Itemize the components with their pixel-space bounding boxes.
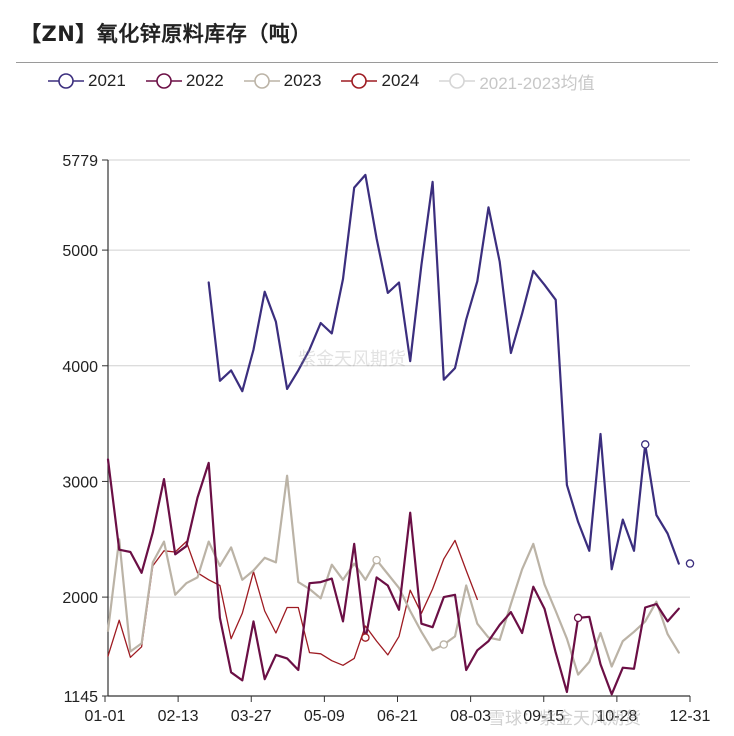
y-tick-label: 4000 xyxy=(62,359,98,376)
legend-item-2022[interactable]: 2022 xyxy=(145,69,224,93)
swatch-marker xyxy=(58,73,74,89)
swatch-marker xyxy=(449,73,466,89)
series-marker-2023 xyxy=(372,555,381,565)
chart-title: 【ZN】氧化锌原料库存（吨） xyxy=(20,22,312,46)
legend-swatch-2022 xyxy=(145,73,182,89)
legend-swatch-2023 xyxy=(243,73,280,89)
series-marker-2021 xyxy=(685,559,695,568)
x-tick-label: 06-21 xyxy=(377,708,418,725)
y-tick-label: 2000 xyxy=(62,590,98,607)
x-tick-label: 03-27 xyxy=(231,708,272,725)
legend-item-2024[interactable]: 2024 xyxy=(341,69,419,93)
series-marker-2023 xyxy=(439,640,449,649)
series-line-2021 xyxy=(207,173,680,571)
y-tick-label: 5000 xyxy=(62,243,98,260)
swatch-marker xyxy=(253,73,270,89)
y-tick-label: 5779 xyxy=(62,153,98,170)
y-tick-label: 3000 xyxy=(62,474,98,491)
x-tick-label: 09-15 xyxy=(523,708,564,725)
title-divider xyxy=(16,62,718,63)
legend-label-average: 2021-2023均值 xyxy=(479,73,595,93)
series-marker-2022 xyxy=(573,613,583,623)
series-line-2023 xyxy=(106,474,680,676)
legend-label-2024: 2024 xyxy=(381,71,420,90)
legend-label-2023: 2023 xyxy=(283,71,322,90)
series-marker-2021 xyxy=(640,440,650,449)
legend-item-2021[interactable]: 2021 xyxy=(48,69,126,93)
x-tick-label: 01-01 xyxy=(85,708,126,725)
x-tick-label: 08-03 xyxy=(450,708,491,725)
legend-swatch-2021 xyxy=(48,73,84,89)
legend-swatch-average xyxy=(439,73,476,89)
x-tick-label: 05-09 xyxy=(304,708,345,725)
legend-label-2021: 2021 xyxy=(88,71,126,90)
swatch-marker xyxy=(351,73,368,89)
y-tick-label: 1145 xyxy=(64,689,99,706)
x-tick-label: 12-31 xyxy=(670,708,711,725)
series-marker-2024 xyxy=(361,633,370,642)
series-line-2024 xyxy=(107,539,478,666)
x-tick-label: 02-13 xyxy=(158,708,199,725)
chart-legend: 2021 2022 2023 2024 2021-2023均值 xyxy=(48,68,615,94)
legend-swatch-2024 xyxy=(341,73,378,89)
series-line-2022 xyxy=(106,458,680,696)
swatch-marker xyxy=(156,73,172,89)
legend-label-2022: 2022 xyxy=(185,71,224,90)
x-tick-label: 10-28 xyxy=(596,708,637,725)
legend-item-2023[interactable]: 2023 xyxy=(243,69,322,93)
legend-item-average[interactable]: 2021-2023均值 xyxy=(439,69,595,94)
